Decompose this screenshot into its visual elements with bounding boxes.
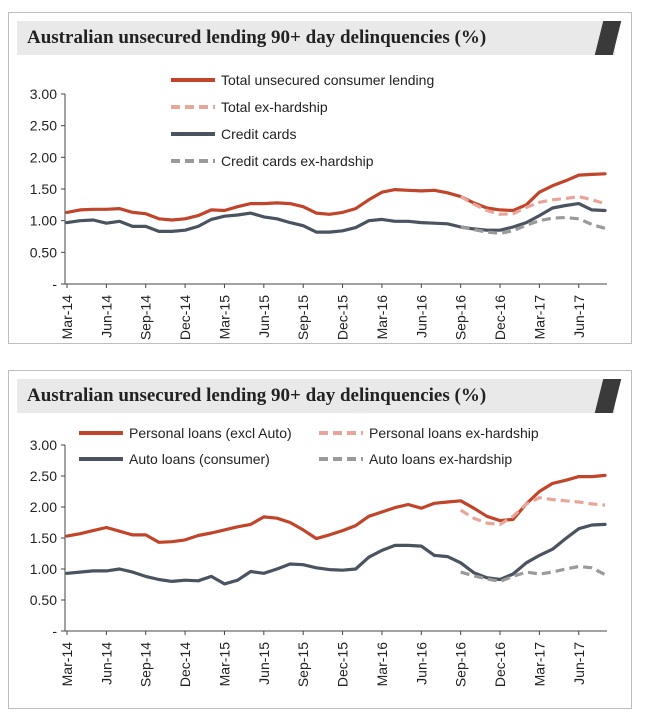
series-line (65, 473, 607, 544)
series-line (459, 496, 606, 526)
series-line (65, 202, 607, 234)
y-tick-label: 1.50 (30, 181, 57, 197)
y-tick-label: 1.00 (30, 213, 57, 229)
x-tick-label: Mar-17 (531, 642, 547, 687)
x-tick-label: Jun-17 (571, 642, 587, 685)
x-tick-label: Mar-15 (216, 295, 232, 340)
x-tick-label: Jun-14 (98, 642, 114, 685)
x-tick-label: Jun-15 (256, 642, 272, 685)
x-tick-label: Sep-16 (453, 295, 469, 340)
series-line (65, 522, 607, 586)
x-tick-label: Sep-14 (138, 295, 154, 340)
x-tick-label: Sep-15 (295, 295, 311, 340)
y-tick-label: 1.00 (30, 561, 57, 577)
line-chart-2: - 0.50 1.00 1.50 2.00 2.50 3.00 Mar-14 Jun-14 Sep… (30, 425, 607, 687)
series-line (459, 195, 606, 216)
legend-label: Personal loans ex-hardship (369, 425, 539, 441)
y-tick-label: - (52, 276, 57, 292)
x-tick-label: Jun-14 (98, 295, 114, 338)
x-tick-label: Jun-16 (413, 295, 429, 338)
series-line (65, 172, 607, 222)
x-tick-label: Mar-17 (531, 295, 547, 340)
x-tick-label: Dec-14 (177, 295, 193, 340)
legend-label: Total unsecured consumer lending (221, 72, 434, 88)
x-tick-label: Mar-15 (216, 642, 232, 687)
x-tick-label: Mar-14 (59, 642, 75, 687)
y-tick-label: - (52, 623, 57, 639)
line-chart-1: - 0.50 1.00 1.50 2.00 2.50 3.00 Mar-14 Jun-14 Sep… (30, 72, 607, 340)
series-line (460, 564, 606, 583)
legend-label: Auto loans ex-hardship (369, 451, 512, 467)
x-tick-label: Mar-14 (59, 295, 75, 340)
y-tick-label: 3.00 (30, 437, 57, 453)
chart-panel-2: Australian unsecured lending 90+ day del… (8, 370, 632, 709)
y-tick-label: 2.50 (30, 118, 57, 134)
chart-title-1: Australian unsecured lending 90+ day del… (27, 27, 487, 48)
legend-label: Auto loans (consumer) (129, 451, 270, 467)
x-tick-label: Dec-15 (335, 642, 351, 687)
x-tick-label: Sep-14 (138, 642, 154, 687)
x-tick-label: Dec-16 (492, 295, 508, 340)
x-tick-label: Sep-15 (295, 642, 311, 687)
x-tick-label: Jun-17 (571, 295, 587, 338)
y-tick-label: 0.50 (30, 244, 57, 260)
x-tick-label: Dec-15 (335, 295, 351, 340)
x-tick-label: Mar-16 (374, 642, 390, 687)
legend-label: Credit cards ex-hardship (221, 153, 374, 169)
legend-label: Credit cards (221, 126, 296, 142)
x-tick-label: Jun-16 (413, 642, 429, 685)
y-tick-label: 2.00 (30, 499, 57, 515)
chart-title-bar-1: Australian unsecured lending 90+ day del… (17, 21, 622, 55)
x-tick-label: Sep-16 (453, 642, 469, 687)
chart-panel-1: Australian unsecured lending 90+ day del… (8, 12, 632, 344)
series-line (460, 215, 606, 235)
y-tick-label: 2.00 (30, 149, 57, 165)
x-tick-label: Jun-15 (256, 295, 272, 338)
x-tick-label: Dec-16 (492, 642, 508, 687)
y-tick-label: 0.50 (30, 592, 57, 608)
x-tick-label: Mar-16 (374, 295, 390, 340)
x-tick-label: Dec-14 (177, 642, 193, 687)
chart-title-bar-2: Australian unsecured lending 90+ day del… (17, 379, 622, 413)
legend-label: Personal loans (excl Auto) (129, 425, 292, 441)
chart-title-2: Australian unsecured lending 90+ day del… (27, 385, 487, 406)
y-tick-label: 3.00 (30, 86, 57, 102)
legend-label: Total ex-hardship (221, 99, 328, 115)
y-tick-label: 2.50 (30, 468, 57, 484)
y-tick-label: 1.50 (30, 530, 57, 546)
